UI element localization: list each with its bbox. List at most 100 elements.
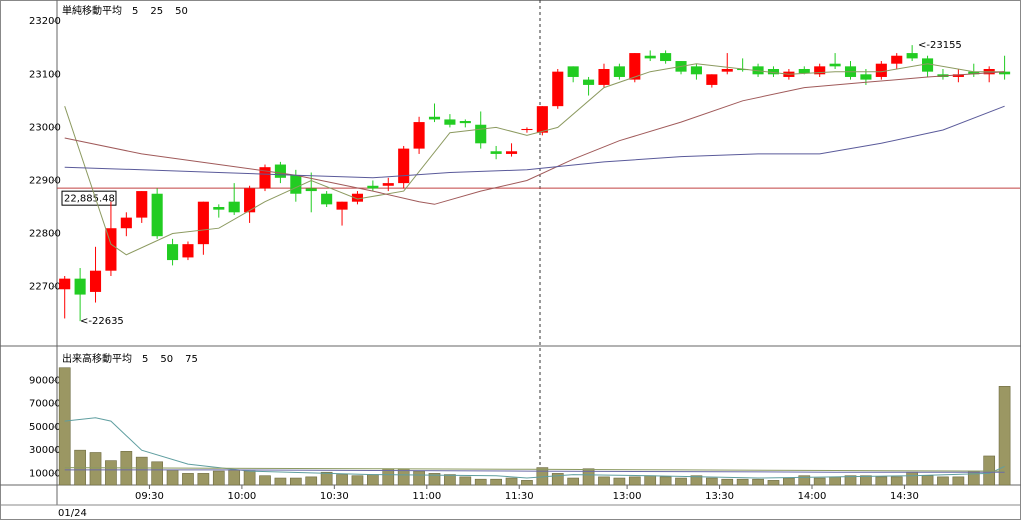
candle-body bbox=[922, 58, 934, 72]
y-tick-label: 30000 bbox=[29, 445, 61, 456]
x-tick-label: 10:30 bbox=[320, 491, 349, 502]
candle-body bbox=[660, 53, 672, 62]
legend-entry: 50 bbox=[175, 6, 188, 17]
volume-bar bbox=[998, 386, 1011, 486]
x-tick-label: 11:30 bbox=[505, 491, 534, 502]
volume-bar bbox=[736, 478, 749, 486]
low-annotation: <-22635 bbox=[80, 316, 124, 327]
candle-body bbox=[737, 69, 749, 71]
volume-bar bbox=[336, 474, 348, 486]
ma-line bbox=[64, 63, 1005, 256]
legend-entry: 25 bbox=[150, 6, 163, 17]
volume-bar bbox=[166, 469, 179, 486]
volume-bar bbox=[259, 475, 271, 486]
volume-bar bbox=[783, 477, 795, 486]
legend-title: 単純移動平均 bbox=[62, 4, 122, 17]
candle-body bbox=[767, 69, 780, 75]
volume-bar bbox=[105, 460, 117, 486]
candle-body bbox=[891, 55, 903, 64]
x-tick-label: 13:30 bbox=[705, 491, 734, 502]
volume-bar bbox=[89, 452, 102, 486]
x-tick-label: 13:00 bbox=[613, 491, 642, 502]
volume-bar bbox=[983, 455, 996, 486]
candle-body bbox=[244, 188, 256, 213]
volume-bar bbox=[829, 476, 841, 486]
candle-body bbox=[382, 183, 394, 186]
y-tick-label: 90000 bbox=[29, 376, 61, 387]
candle-body bbox=[490, 151, 502, 154]
x-tick-label: 09:30 bbox=[135, 491, 164, 502]
y-tick-label: 22900 bbox=[29, 175, 61, 186]
volume-bar bbox=[474, 478, 487, 486]
volume-bar bbox=[613, 477, 626, 486]
candle-body bbox=[459, 121, 471, 124]
candle-body bbox=[475, 124, 487, 144]
volume-bar bbox=[937, 476, 949, 486]
volume-bar bbox=[598, 476, 610, 486]
candle-body bbox=[428, 116, 441, 120]
candle-body bbox=[906, 53, 918, 59]
volume-bar bbox=[459, 476, 472, 486]
volume-bar bbox=[767, 480, 780, 486]
volume-bar bbox=[505, 477, 518, 486]
volume-bar bbox=[135, 456, 148, 486]
ma-line bbox=[64, 467, 1005, 472]
volume-bar bbox=[752, 478, 764, 486]
legend-entry: 50 bbox=[160, 354, 173, 365]
volume-bar bbox=[721, 478, 734, 486]
volume-bar bbox=[58, 367, 71, 486]
y-tick-label: 23100 bbox=[29, 69, 61, 80]
candle-body bbox=[197, 201, 209, 245]
volume-bar bbox=[197, 473, 210, 486]
x-tick-label: 10:00 bbox=[227, 491, 256, 502]
candle-body bbox=[721, 69, 733, 72]
volume-bar bbox=[182, 473, 194, 486]
volume-bar bbox=[875, 476, 888, 486]
volume-bar bbox=[320, 471, 333, 486]
candle-body bbox=[105, 228, 117, 271]
volume-bar bbox=[289, 477, 302, 486]
volume-bar bbox=[659, 476, 672, 486]
y-tick-label: 50000 bbox=[29, 422, 61, 433]
volume-bar bbox=[151, 461, 163, 486]
volume-bar bbox=[890, 476, 903, 486]
candle-body bbox=[875, 63, 887, 77]
volume-bar bbox=[675, 477, 687, 486]
candle-body bbox=[290, 175, 302, 194]
volume-bar bbox=[952, 476, 965, 486]
candle-body bbox=[952, 74, 964, 77]
candle-body bbox=[583, 79, 595, 85]
candle-body bbox=[536, 106, 548, 133]
candle-body bbox=[505, 151, 518, 154]
candle-body bbox=[336, 201, 348, 210]
volume-bar bbox=[690, 475, 703, 486]
candle-body bbox=[521, 128, 533, 131]
volume-bar bbox=[490, 478, 502, 486]
candle-body bbox=[259, 167, 271, 189]
volume-bar bbox=[921, 475, 934, 486]
volume-bar bbox=[967, 470, 980, 486]
candle-body bbox=[798, 69, 810, 74]
volume-bar bbox=[274, 477, 287, 486]
volume-bar bbox=[813, 477, 826, 486]
candle-body bbox=[321, 193, 333, 205]
volume-bar bbox=[628, 476, 641, 486]
volume-bar bbox=[582, 468, 595, 486]
date-label: 01/24 bbox=[58, 508, 87, 519]
x-tick-label: 11:00 bbox=[412, 491, 441, 502]
volume-bar bbox=[798, 475, 811, 486]
candle-body bbox=[274, 164, 286, 178]
volume-bar bbox=[444, 474, 456, 486]
legend-entry: 5 bbox=[132, 6, 138, 17]
volume-bar bbox=[906, 471, 918, 486]
candle-body bbox=[398, 148, 410, 184]
volume-bar bbox=[351, 475, 364, 486]
ma-line bbox=[64, 71, 1005, 205]
volume-bar bbox=[705, 477, 718, 486]
volume-bar bbox=[305, 476, 318, 486]
candle-body bbox=[213, 207, 225, 210]
candle-body bbox=[136, 191, 148, 218]
legend-title: 出来高移動平均 bbox=[62, 352, 132, 365]
candle-body bbox=[228, 201, 240, 213]
